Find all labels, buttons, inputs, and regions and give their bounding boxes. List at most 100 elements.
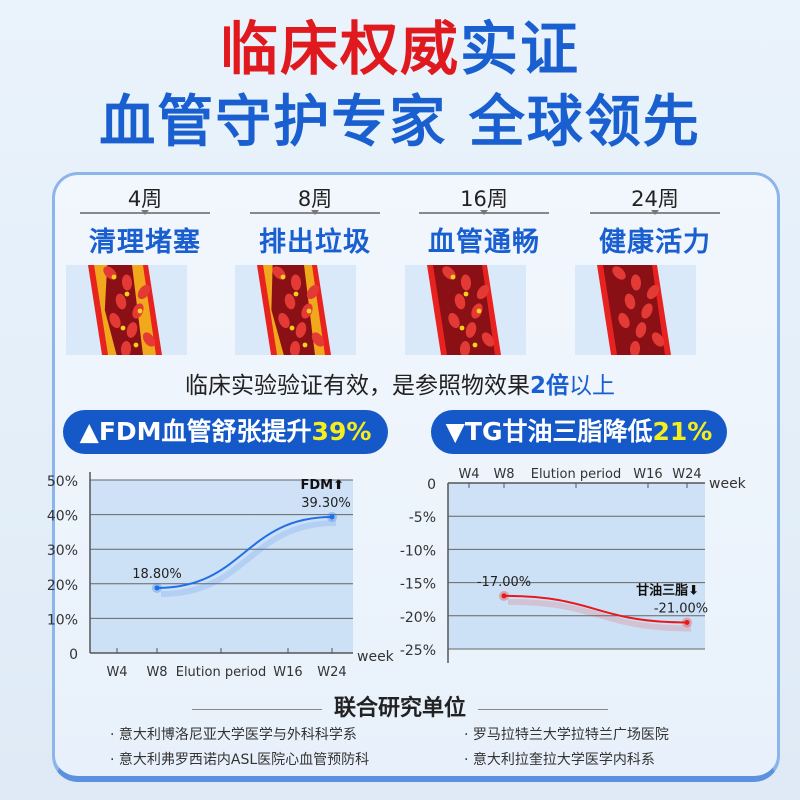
y-tick-label: -10%: [400, 543, 436, 559]
plot-area: [90, 480, 353, 653]
red-blood-cell: [289, 341, 301, 357]
series-annotation: 甘油三脂⬇: [636, 582, 699, 598]
stage-week: 16周: [419, 186, 549, 215]
orgs-heading: 联合研究单位: [0, 690, 800, 722]
stage-24w: 24周健康活力: [590, 186, 720, 259]
red-blood-cell: [121, 274, 133, 291]
stage-title: 健康活力: [599, 227, 711, 258]
vessel-lumen: [603, 265, 665, 355]
red-blood-cell: [476, 284, 490, 300]
red-blood-cell: [651, 332, 665, 347]
up-triangle-icon: ▲: [79, 417, 99, 446]
red-blood-cell: [306, 284, 320, 300]
org-name: 意大利弗罗西诺内ASL医院心血管预防科: [118, 752, 370, 768]
x-tick-label: Elution period: [531, 467, 622, 482]
x-tick-label: W8: [493, 467, 514, 482]
stage-title: 血管通畅: [428, 227, 540, 258]
data-point: [501, 593, 507, 599]
stage-16w: 16周血管通畅: [419, 186, 549, 259]
series-annotation: FDM⬆: [300, 478, 344, 493]
fdm-badge: ▲FDM血管舒张提升39%: [63, 410, 388, 454]
red-blood-cell: [284, 293, 296, 310]
y-tick-label: -25%: [400, 643, 436, 659]
stage-8w: 8周 排出垃圾: [250, 186, 380, 259]
org-item: · 罗马拉特兰大学拉特兰广场医院: [464, 727, 669, 743]
red-blood-cell: [311, 332, 325, 347]
red-blood-cell: [465, 322, 477, 338]
fat-particle: [293, 291, 299, 297]
red-blood-cell: [142, 332, 156, 347]
vessel-svg: [427, 265, 501, 357]
vessel-svg: [88, 265, 162, 357]
red-blood-cell: [115, 293, 127, 310]
y-tick-label: 20%: [47, 578, 78, 594]
stage-week: 8周: [250, 186, 380, 215]
org-item: · 意大利博洛尼亚大学医学与外科科学系: [110, 727, 357, 743]
plot-area: [448, 483, 705, 649]
data-point: [684, 619, 690, 625]
plaque: [263, 265, 284, 355]
red-blood-cell: [126, 322, 138, 338]
fat-particle: [472, 342, 478, 348]
red-blood-cell: [624, 293, 636, 310]
fat-particle: [450, 274, 456, 280]
headline-1: 临床权威实证: [0, 14, 800, 84]
stage-title: 清理堵塞: [89, 227, 201, 258]
x-tick-label: W8: [146, 665, 167, 680]
plaque: [132, 265, 156, 355]
series-line: [503, 594, 688, 624]
claim-text: 临床实验验证有效，是参照物效果2倍以上: [0, 366, 800, 400]
y-tick-label: 50%: [47, 474, 78, 490]
orgs-heading-text: 联合研究单位: [333, 696, 466, 721]
red-blood-cell: [448, 312, 460, 329]
claim-suffix: 以上: [569, 373, 615, 399]
y-tick-label: 40%: [47, 509, 78, 525]
org-item: · 意大利拉奎拉大学医学内科系: [464, 752, 655, 768]
y-tick-label: -15%: [400, 577, 436, 593]
org-name: 意大利博洛尼亚大学医学与外科科学系: [118, 727, 357, 743]
fat-particle: [111, 274, 117, 280]
x-tick-label: W4: [458, 467, 479, 482]
stage-week: 4周: [80, 186, 210, 215]
badge-label: TG甘油三脂降低: [464, 417, 653, 446]
charts: 0 10% 20% 30% 40% 50% W4 W8 Elution period W16 W24…: [47, 467, 747, 680]
red-blood-cell: [460, 274, 472, 291]
x-tick-label: W24: [317, 665, 346, 680]
fat-particle: [463, 291, 469, 297]
down-triangle-icon: ▼: [445, 417, 465, 446]
stage-4w: 4周清理堵塞: [80, 186, 210, 259]
red-blood-cell: [120, 341, 132, 357]
x-tick-label: W16: [633, 467, 662, 482]
plaque: [94, 265, 117, 355]
red-blood-cell: [459, 341, 471, 357]
x-tick-label: Elution period: [176, 665, 267, 680]
chart-1: 0 -5% -10% -15% -20% -25% W4 W8 Elution period W1…: [400, 467, 747, 663]
vessel-image-16w: [405, 265, 526, 357]
fat-particle: [476, 308, 482, 314]
line-shadow: [160, 520, 337, 597]
red-blood-cell: [635, 322, 647, 338]
vessel-svg: [257, 265, 331, 357]
red-blood-cell: [290, 274, 302, 291]
org-name: 罗马拉特兰大学拉特兰广场医院: [472, 727, 669, 743]
y-tick-label: 0: [69, 647, 78, 663]
data-label: -21.00%: [654, 601, 708, 616]
headline-blue: 实证: [460, 15, 581, 83]
fat-particle: [289, 325, 295, 331]
x-tick-label: W16: [273, 665, 302, 680]
vessel-lumen: [433, 265, 495, 355]
fat-particle: [280, 274, 286, 280]
fat-particle: [459, 325, 465, 331]
x-axis-label: week: [709, 476, 747, 492]
fat-particle: [306, 308, 312, 314]
stage-week: 24周: [590, 186, 720, 215]
red-blood-cell: [278, 312, 290, 329]
red-blood-cell: [646, 284, 660, 300]
badge-label: FDM血管舒张提升: [98, 417, 312, 446]
badge-value: 39%: [311, 417, 372, 446]
vessel-svg: [597, 265, 671, 357]
line-shadow: [507, 598, 692, 632]
red-blood-cell: [137, 284, 151, 300]
badge-value: 21%: [652, 417, 713, 446]
fat-particle: [124, 291, 130, 297]
